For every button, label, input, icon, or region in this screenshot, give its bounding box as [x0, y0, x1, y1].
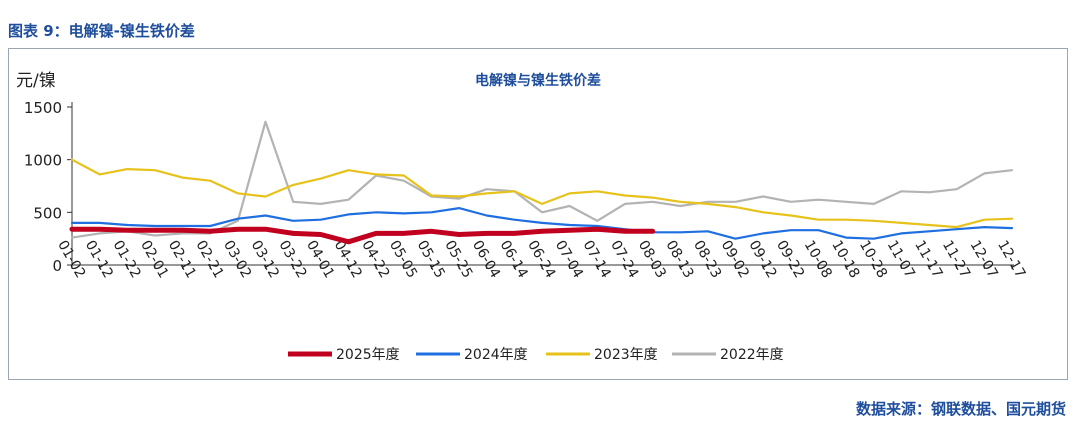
series-line-2025	[69, 226, 656, 245]
chart-frame	[8, 48, 1068, 380]
series-lines	[69, 120, 1014, 245]
legend-label-2024: 2024年度	[464, 347, 528, 363]
y-tick-label: 0	[52, 257, 62, 275]
legend-label-2025: 2025年度	[336, 347, 400, 363]
figure-title: 图表 9：电解镍-镍生铁价差	[8, 22, 195, 40]
x-tick-label: 12-17	[994, 238, 1028, 281]
source-note: 数据来源：钢联数据、国元期货	[855, 400, 1066, 418]
y-tick-label: 1000	[24, 152, 62, 170]
legend-label-2022: 2022年度	[720, 347, 784, 363]
legend: 2025年度 2024年度 2023年度 2022年度	[288, 347, 784, 363]
y-tick-label: 500	[33, 204, 62, 222]
y-tick-label: 1500	[24, 99, 62, 117]
series-line-2023	[70, 158, 1014, 229]
chart-title: 电解镍与镍生铁价差	[475, 72, 601, 89]
y-axis-label: 元/镍	[16, 71, 56, 91]
series-line-2022	[70, 120, 1014, 239]
legend-label-2023: 2023年度	[594, 347, 658, 363]
series-line-2024	[70, 207, 1014, 240]
axes: 05001000150001-0201-1201-2202-0102-1102-…	[24, 99, 1029, 281]
